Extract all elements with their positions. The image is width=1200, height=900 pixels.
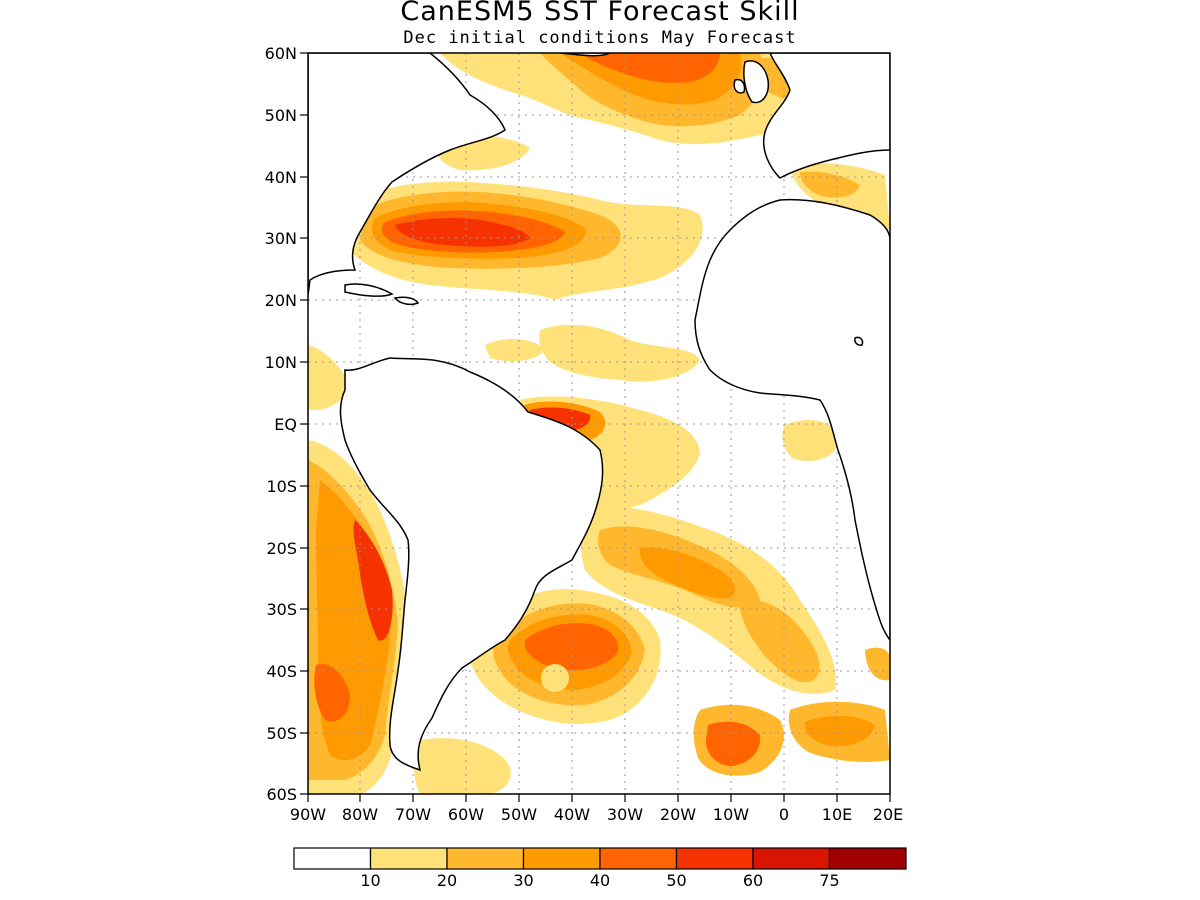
lat-label: 40S [266,662,297,681]
lon-label: 80W [342,805,378,824]
africa-outline [694,198,890,642]
map-title: CanESM5 SST Forecast Skill [400,0,800,27]
lat-label: 40N [265,168,297,187]
colorbar-label: 20 [437,871,457,890]
lat-label: 30N [265,229,297,248]
colorbar-swatch [446,847,525,870]
lat-label: 50S [266,724,297,743]
colorbar-swatch [293,847,372,870]
lon-label: 30W [607,805,643,824]
colorbar-label: 40 [590,871,610,890]
colorbar-swatch [369,847,448,870]
longitude-labels: 90W 80W 70W 60W 50W 40W 30W 20W 10W 0 10… [290,805,903,824]
lon-label: 60W [448,805,484,824]
lon-label: 20W [660,805,696,824]
lat-label: 50N [265,106,297,125]
lat-label: 60S [266,785,297,804]
colorbar-label: 60 [743,871,763,890]
lon-label: 10E [822,805,852,824]
lat-label: 10S [266,477,297,496]
colorbar: 10 20 30 40 50 60 75 [293,847,907,890]
colorbar-label: 75 [819,871,839,890]
latitude-labels: 60N 50N 40N 30N 20N 10N EQ 10S 20S 30S 4… [265,44,297,804]
lon-label: 20E [873,805,903,824]
colorbar-swatch [828,847,907,870]
lat-label: 30S [266,600,297,619]
lon-label: 90W [290,805,326,824]
lon-label: 40W [554,805,590,824]
colorbar-label: 10 [360,871,380,890]
north-america-outline [308,53,506,296]
lat-label: 20S [266,539,297,558]
lon-label: 0 [779,805,789,824]
colorbar-swatch [522,847,601,870]
coastlines [308,53,890,772]
lat-label: EQ [274,415,297,434]
lat-label: 10N [265,353,297,372]
lat-label: 60N [265,44,297,63]
south-america-outline [339,357,604,772]
map-subtitle: Dec initial conditions May Forecast [403,28,797,48]
lon-label: 50W [501,805,537,824]
lon-label: 10W [713,805,749,824]
lat-label: 20N [265,291,297,310]
colorbar-swatch [675,847,754,870]
colorbar-label: 50 [666,871,686,890]
colorbar-label: 30 [513,871,533,890]
europe-outline [763,53,890,179]
colorbar-swatch [599,847,678,870]
colorbar-swatch [752,847,831,870]
lon-label: 70W [395,805,431,824]
